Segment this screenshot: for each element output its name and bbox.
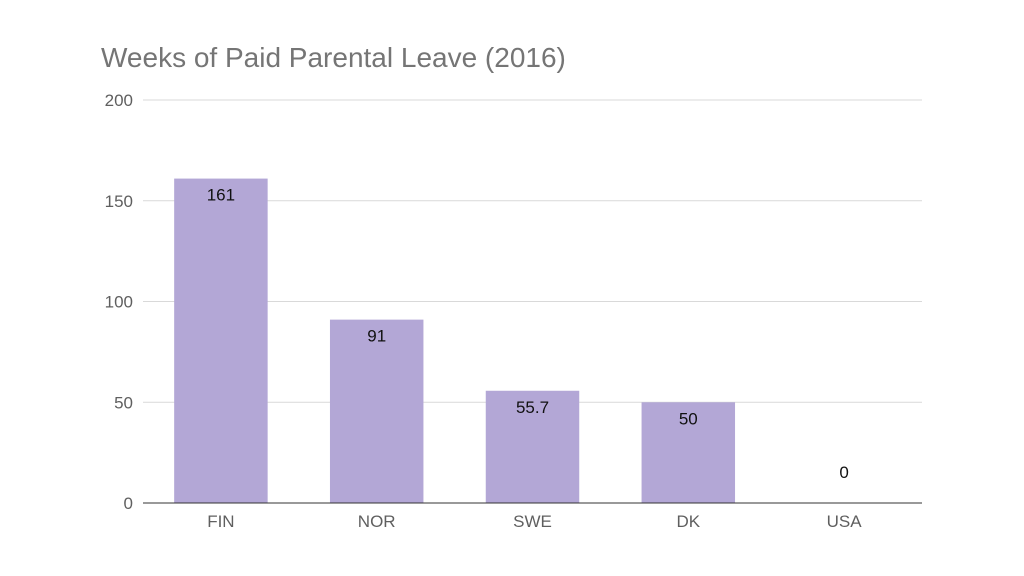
x-tick-label-nor: NOR: [358, 512, 396, 531]
data-label-dk: 50: [679, 409, 698, 428]
y-tick-label: 200: [105, 91, 133, 110]
data-label-swe: 55.7: [516, 398, 549, 417]
y-tick-label: 50: [114, 393, 133, 412]
bar-dk: [641, 402, 736, 503]
x-tick-label-usa: USA: [827, 512, 863, 531]
y-tick-label: 100: [105, 293, 133, 312]
bars: [174, 178, 736, 503]
x-tick-label-dk: DK: [676, 512, 700, 531]
bar-nor: [329, 319, 424, 503]
y-tick-label: 150: [105, 192, 133, 211]
bar-swe: [485, 390, 580, 503]
y-tick-label: 0: [124, 494, 133, 513]
chart-title: Weeks of Paid Parental Leave (2016): [101, 42, 566, 73]
data-labels: 161 91 55.7 50 0: [207, 186, 849, 482]
bar-fin: [174, 178, 268, 503]
data-label-nor: 91: [367, 327, 386, 346]
data-label-usa: 0: [839, 463, 848, 482]
x-axis-ticks: FIN NOR SWE DK USA: [207, 512, 862, 531]
x-tick-label-fin: FIN: [207, 512, 234, 531]
y-axis-ticks: 0 50 100 150 200: [105, 91, 133, 513]
x-tick-label-swe: SWE: [513, 512, 552, 531]
data-label-fin: 161: [207, 186, 235, 205]
